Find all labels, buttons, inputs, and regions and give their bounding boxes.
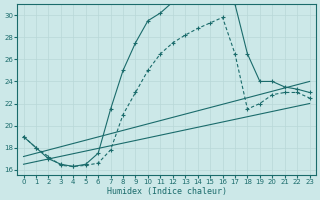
X-axis label: Humidex (Indice chaleur): Humidex (Indice chaleur) — [107, 187, 227, 196]
